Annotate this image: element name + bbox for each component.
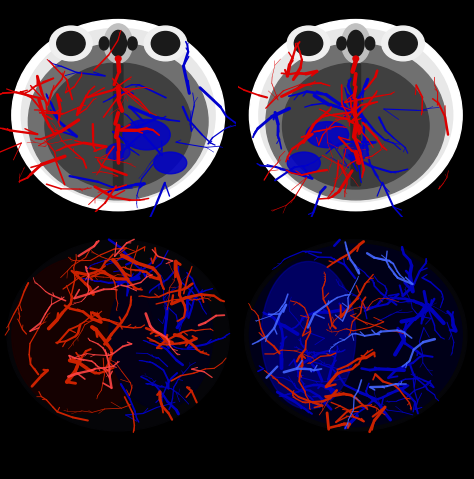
Ellipse shape	[144, 26, 187, 61]
FancyBboxPatch shape	[113, 64, 123, 186]
Ellipse shape	[283, 63, 429, 189]
Ellipse shape	[21, 28, 215, 202]
Ellipse shape	[154, 152, 187, 174]
Ellipse shape	[294, 32, 323, 56]
Circle shape	[353, 56, 359, 61]
Ellipse shape	[123, 119, 170, 150]
Ellipse shape	[342, 24, 370, 63]
Ellipse shape	[12, 257, 154, 413]
Ellipse shape	[389, 32, 417, 56]
Ellipse shape	[28, 44, 208, 200]
Ellipse shape	[99, 37, 109, 50]
Ellipse shape	[249, 20, 462, 211]
Ellipse shape	[287, 152, 320, 174]
Text: Images in a patient with an occlusion of the M1 segment of the left middle cereb: Images in a patient with an occlusion of…	[45, 445, 474, 455]
FancyBboxPatch shape	[351, 64, 361, 186]
Ellipse shape	[151, 32, 180, 56]
Ellipse shape	[50, 26, 92, 61]
Ellipse shape	[45, 63, 191, 189]
Ellipse shape	[106, 143, 130, 161]
Ellipse shape	[266, 44, 446, 200]
Ellipse shape	[382, 26, 424, 61]
Ellipse shape	[240, 11, 472, 219]
Ellipse shape	[104, 24, 132, 63]
Ellipse shape	[128, 37, 137, 50]
Ellipse shape	[365, 37, 375, 50]
Ellipse shape	[12, 20, 225, 211]
Ellipse shape	[7, 240, 229, 431]
Ellipse shape	[306, 122, 349, 148]
Ellipse shape	[249, 244, 462, 426]
Ellipse shape	[110, 30, 127, 57]
Ellipse shape	[344, 143, 368, 161]
Ellipse shape	[261, 262, 356, 409]
Ellipse shape	[347, 30, 364, 57]
Ellipse shape	[109, 262, 213, 409]
Ellipse shape	[259, 28, 453, 202]
Circle shape	[115, 56, 121, 61]
Ellipse shape	[337, 37, 346, 50]
Ellipse shape	[57, 32, 85, 56]
Ellipse shape	[287, 26, 330, 61]
Text: Figure 10:: Figure 10:	[5, 445, 65, 455]
Ellipse shape	[2, 11, 234, 219]
Ellipse shape	[245, 240, 467, 431]
